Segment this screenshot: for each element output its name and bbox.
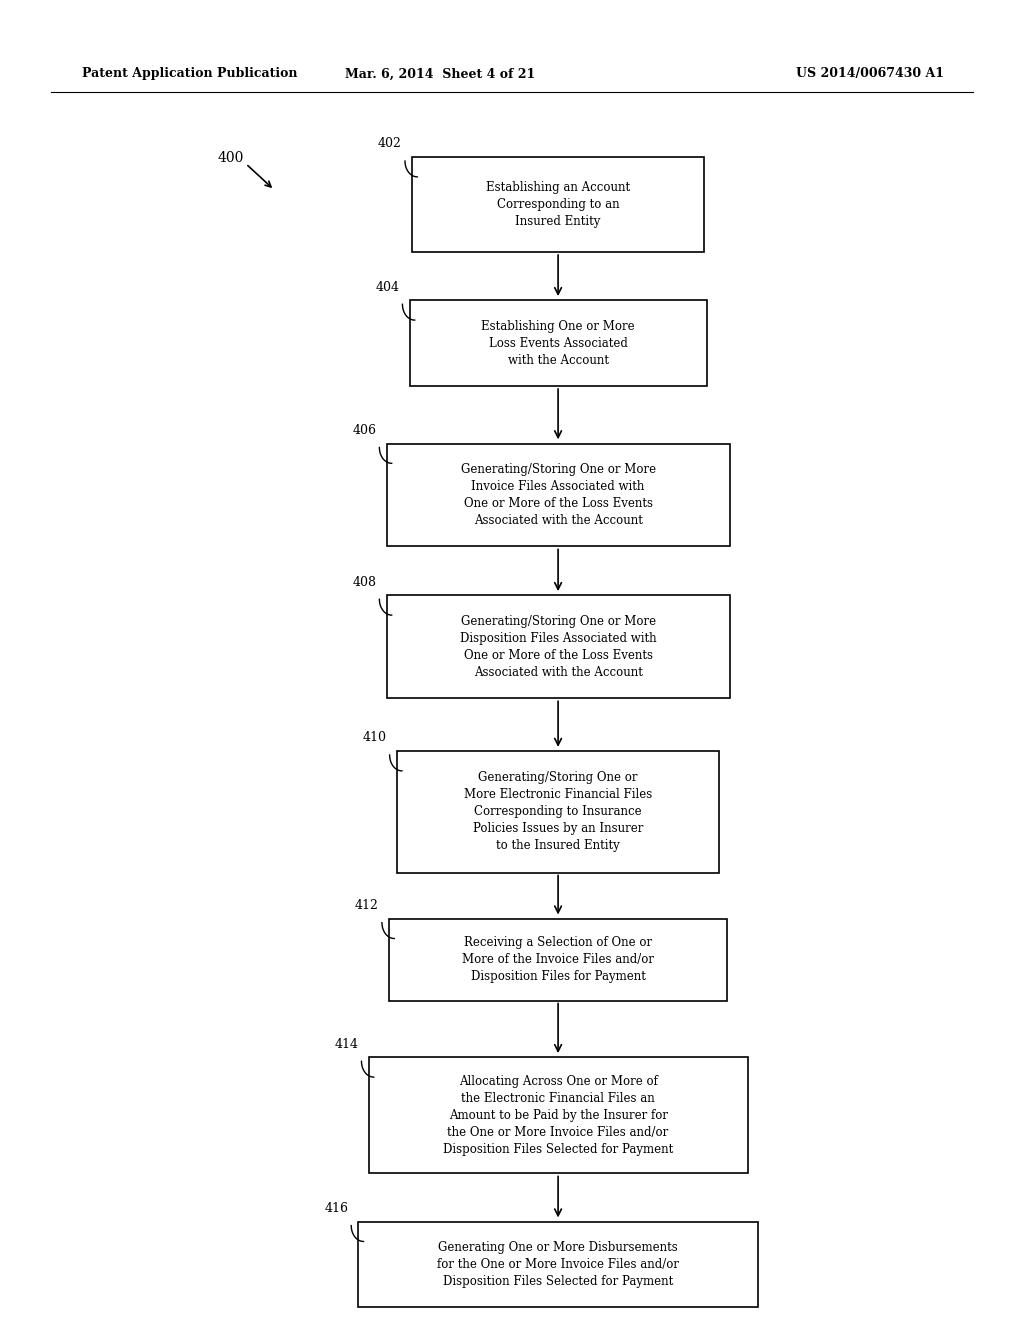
Text: Patent Application Publication: Patent Application Publication [82, 67, 297, 81]
FancyBboxPatch shape [387, 444, 730, 546]
Text: Establishing an Account
Corresponding to an
Insured Entity: Establishing an Account Corresponding to… [486, 181, 630, 228]
Text: 410: 410 [362, 731, 387, 744]
Text: 400: 400 [217, 152, 244, 165]
FancyBboxPatch shape [369, 1057, 748, 1173]
Text: Generating/Storing One or More
Disposition Files Associated with
One or More of : Generating/Storing One or More Dispositi… [460, 615, 656, 678]
FancyBboxPatch shape [410, 301, 707, 385]
Text: Receiving a Selection of One or
More of the Invoice Files and/or
Disposition Fil: Receiving a Selection of One or More of … [462, 936, 654, 983]
Text: Establishing One or More
Loss Events Associated
with the Account: Establishing One or More Loss Events Ass… [481, 319, 635, 367]
Text: 416: 416 [325, 1203, 348, 1214]
Text: 406: 406 [352, 424, 377, 437]
FancyBboxPatch shape [387, 595, 730, 698]
Text: 408: 408 [352, 576, 377, 589]
Text: 404: 404 [376, 281, 399, 294]
Text: 402: 402 [378, 137, 402, 150]
Text: Generating One or More Disbursements
for the One or More Invoice Files and/or
Di: Generating One or More Disbursements for… [437, 1241, 679, 1288]
FancyBboxPatch shape [389, 919, 727, 1001]
Text: US 2014/0067430 A1: US 2014/0067430 A1 [797, 67, 944, 81]
FancyBboxPatch shape [397, 751, 720, 873]
FancyBboxPatch shape [413, 157, 705, 252]
FancyBboxPatch shape [358, 1222, 758, 1307]
Text: Generating/Storing One or
More Electronic Financial Files
Corresponding to Insur: Generating/Storing One or More Electroni… [464, 771, 652, 853]
Text: Generating/Storing One or More
Invoice Files Associated with
One or More of the : Generating/Storing One or More Invoice F… [461, 463, 655, 527]
Text: Mar. 6, 2014  Sheet 4 of 21: Mar. 6, 2014 Sheet 4 of 21 [345, 67, 536, 81]
Text: Allocating Across One or More of
the Electronic Financial Files an
Amount to be : Allocating Across One or More of the Ele… [443, 1074, 673, 1156]
Text: 414: 414 [335, 1038, 358, 1051]
Text: 412: 412 [355, 899, 379, 912]
